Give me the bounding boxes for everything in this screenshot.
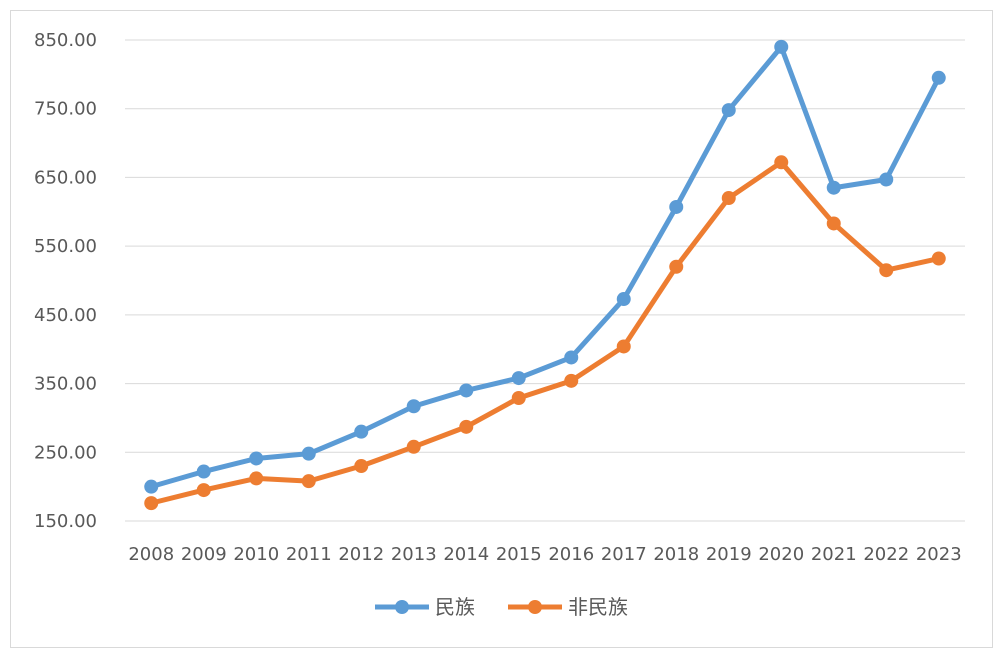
data-point — [879, 172, 894, 187]
y-tick-label: 250.00 — [34, 442, 97, 463]
series-group — [144, 39, 946, 511]
x-tick-label: 2015 — [496, 544, 542, 565]
data-point — [721, 191, 736, 206]
data-point — [144, 479, 159, 494]
data-point — [301, 474, 316, 489]
y-tick-label: 850.00 — [34, 30, 97, 51]
data-point — [511, 391, 526, 406]
data-point — [564, 373, 579, 388]
legend-item: 民族 — [375, 595, 475, 619]
x-tick-label: 2010 — [233, 544, 279, 565]
data-point — [721, 103, 736, 118]
data-point — [511, 371, 526, 386]
gridlines — [125, 39, 965, 522]
data-point — [249, 451, 264, 466]
data-point — [616, 339, 631, 354]
data-point — [826, 216, 841, 231]
data-point — [301, 446, 316, 461]
y-tick-label: 350.00 — [34, 374, 97, 395]
x-tick-label: 2019 — [706, 544, 752, 565]
legend-marker — [395, 600, 409, 614]
data-point — [406, 399, 421, 414]
series-2 — [144, 155, 946, 511]
legend: 民族 非民族 — [375, 595, 628, 619]
y-tick-label: 750.00 — [34, 99, 97, 120]
legend-marker — [528, 600, 542, 614]
x-tick-label: 2023 — [916, 544, 962, 565]
data-point — [616, 292, 631, 307]
x-tick-label: 2012 — [338, 544, 384, 565]
data-point — [406, 439, 421, 454]
y-tick-label: 650.00 — [34, 167, 97, 188]
legend-label: 民族 — [435, 595, 475, 619]
x-tick-label: 2014 — [443, 544, 489, 565]
y-tick-label: 550.00 — [34, 236, 97, 257]
x-tick-label: 2017 — [601, 544, 647, 565]
data-point — [459, 383, 474, 398]
chart-frame — [10, 10, 993, 648]
data-point — [774, 155, 789, 170]
data-point — [196, 483, 211, 498]
legend-item: 非民族 — [508, 595, 628, 619]
data-point — [564, 350, 579, 365]
data-point — [669, 259, 684, 274]
x-tick-label: 2008 — [128, 544, 174, 565]
data-point — [354, 459, 369, 474]
series-line — [148, 159, 942, 506]
data-point — [249, 471, 264, 486]
x-tick-label: 2013 — [391, 544, 437, 565]
data-point — [354, 424, 369, 439]
data-point — [826, 180, 841, 195]
data-point — [459, 419, 474, 434]
y-tick-label: 450.00 — [34, 305, 97, 326]
x-tick-label: 2020 — [758, 544, 804, 565]
x-tick-label: 2016 — [548, 544, 594, 565]
x-tick-label: 2022 — [863, 544, 909, 565]
legend-label: 非民族 — [568, 595, 628, 619]
series-line — [148, 44, 942, 490]
x-tick-label: 2009 — [181, 544, 227, 565]
x-tick-label: 2011 — [286, 544, 332, 565]
x-axis-ticks: 2008 2009 2010 2011 2012 2013 2014 2015 2016 2017… — [128, 544, 961, 565]
y-axis-ticks: 150.00 250.00 350.00 450.00 550.00 650.00 750.… — [34, 30, 97, 532]
x-tick-label: 2021 — [811, 544, 857, 565]
data-point — [144, 496, 159, 511]
data-point — [669, 199, 684, 214]
data-point — [931, 70, 946, 85]
x-tick-label: 2018 — [653, 544, 699, 565]
data-point — [196, 464, 211, 479]
data-point — [774, 39, 789, 54]
data-point — [931, 251, 946, 266]
series-1 — [144, 39, 946, 494]
data-point — [879, 263, 894, 278]
y-tick-label: 150.00 — [34, 511, 97, 532]
